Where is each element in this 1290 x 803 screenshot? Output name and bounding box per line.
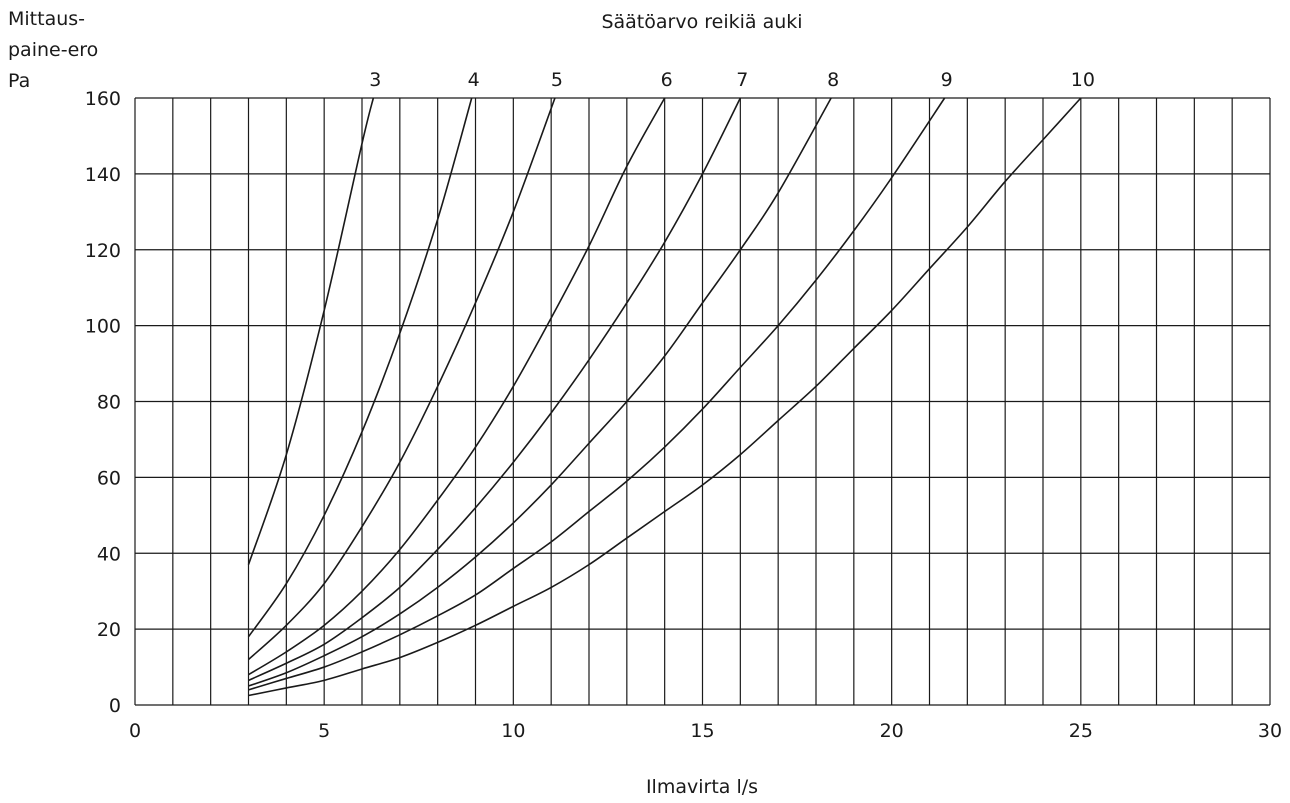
y-tick-label: 60 bbox=[97, 467, 121, 489]
series-line-5 bbox=[247, 97, 556, 661]
y-axis-label-line-2: paine-ero bbox=[8, 39, 98, 61]
y-tick-label: 160 bbox=[85, 88, 121, 110]
y-axis-label-line-1: Mittaus- bbox=[8, 8, 85, 30]
x-tick-label: 5 bbox=[318, 720, 330, 742]
series-line-9 bbox=[248, 97, 946, 691]
series-label-5: 5 bbox=[551, 69, 563, 91]
series-line-10 bbox=[248, 97, 1082, 697]
series-line-6 bbox=[248, 97, 666, 676]
chart-text: Säätöarvo reikiä auki Mittaus- paine-ero… bbox=[8, 8, 803, 798]
series-line-4 bbox=[247, 97, 473, 638]
series-label-8: 8 bbox=[827, 69, 839, 91]
x-tick-label: 30 bbox=[1258, 720, 1282, 742]
x-tick-label: 0 bbox=[129, 720, 141, 742]
series-line-3 bbox=[247, 97, 375, 565]
series-label-4: 4 bbox=[468, 69, 480, 91]
y-tick-label: 120 bbox=[85, 240, 121, 262]
series-labels: 3 4 5 6 7 8 9 10 bbox=[369, 69, 1095, 91]
y-tick-label: 20 bbox=[97, 619, 121, 641]
series-label-10: 10 bbox=[1071, 69, 1095, 91]
y-tick-label: 40 bbox=[97, 543, 121, 565]
grid bbox=[134, 97, 1271, 706]
y-tick-label: 0 bbox=[109, 695, 121, 717]
tick-labels: 0 5 10 15 20 25 30 0 20 40 60 80 100 120 140 160 bbox=[85, 88, 1282, 742]
y-tick-label: 140 bbox=[85, 164, 121, 186]
series-line-8 bbox=[248, 97, 832, 687]
y-tick-label: 80 bbox=[97, 392, 121, 414]
series-label-7: 7 bbox=[736, 69, 748, 91]
series-label-6: 6 bbox=[661, 69, 673, 91]
series-label-9: 9 bbox=[941, 69, 953, 91]
series-line-7 bbox=[248, 97, 742, 682]
x-tick-label: 25 bbox=[1069, 720, 1093, 742]
x-axis-label: Ilmavirta l/s bbox=[646, 776, 758, 798]
x-tick-label: 20 bbox=[880, 720, 904, 742]
y-tick-label: 100 bbox=[85, 316, 121, 338]
chart-title: Säätöarvo reikiä auki bbox=[601, 11, 802, 33]
series-label-3: 3 bbox=[369, 69, 381, 91]
curves bbox=[247, 97, 1082, 697]
x-tick-label: 10 bbox=[501, 720, 525, 742]
x-tick-label: 15 bbox=[690, 720, 714, 742]
y-axis-label-line-3: Pa bbox=[8, 70, 30, 92]
